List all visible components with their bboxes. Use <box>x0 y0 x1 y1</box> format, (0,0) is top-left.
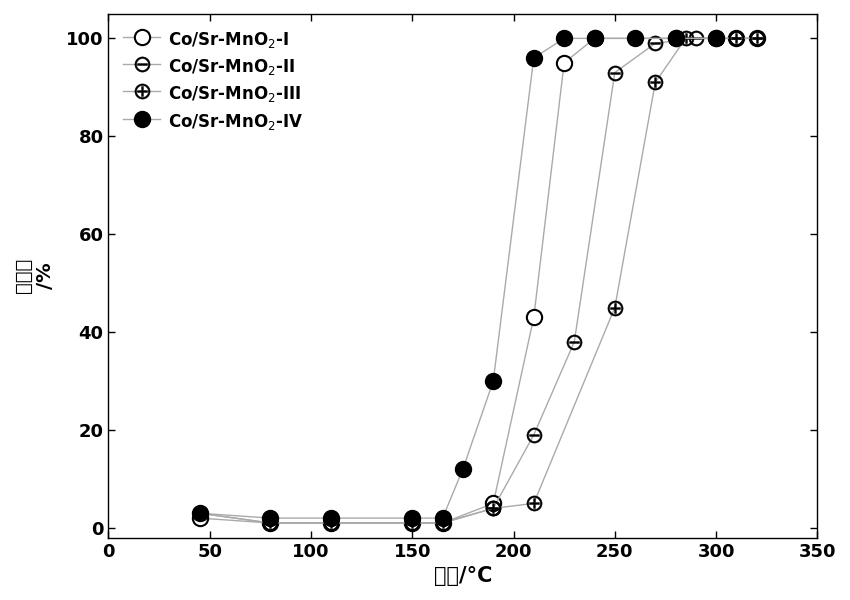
Y-axis label: 转化率
/%: 转化率 /% <box>14 258 55 293</box>
Legend: Co/Sr-MnO$_2$-I, Co/Sr-MnO$_2$-II, Co/Sr-MnO$_2$-III, Co/Sr-MnO$_2$-IV: Co/Sr-MnO$_2$-I, Co/Sr-MnO$_2$-II, Co/Sr… <box>116 22 310 138</box>
X-axis label: 温度/°C: 温度/°C <box>434 566 492 586</box>
